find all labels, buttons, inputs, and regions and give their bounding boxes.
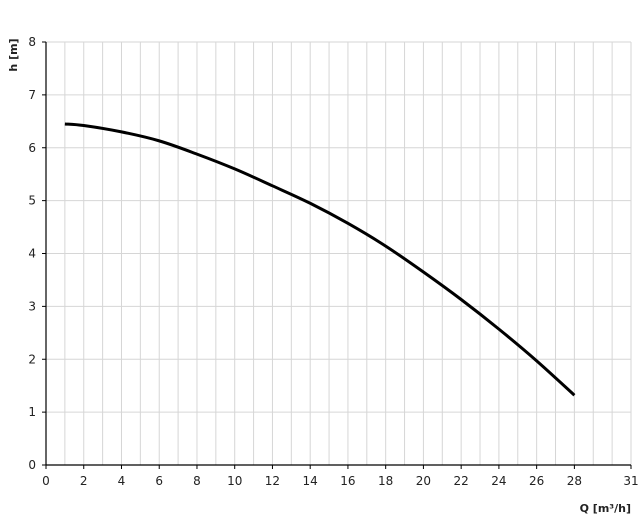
x-tick-label: 31 (623, 474, 638, 488)
x-tick-label: 4 (118, 474, 126, 488)
x-tick-label: 18 (378, 474, 393, 488)
x-tick-label: 26 (529, 474, 544, 488)
y-axis-label: h [m] (7, 38, 20, 71)
x-tick-label: 0 (42, 474, 50, 488)
x-axis-label: Q [m³/h] (580, 502, 631, 515)
x-tick-label: 10 (227, 474, 242, 488)
y-tick-label: 3 (28, 299, 36, 313)
x-tick-label: 12 (265, 474, 280, 488)
y-tick-label: 7 (28, 88, 36, 102)
x-tick-label: 14 (303, 474, 318, 488)
y-tick-label: 8 (28, 35, 36, 49)
y-tick-labels: 0 1 2 3 4 5 6 7 8 (28, 35, 46, 472)
grid (46, 41, 632, 465)
y-tick-label: 0 (28, 458, 36, 472)
x-tick-labels: 0 2 4 6 8 10 12 14 16 18 20 22 24 26 28 31 (42, 465, 639, 488)
y-tick-label: 1 (28, 405, 36, 419)
series-group (64, 122, 576, 397)
x-tick-label: 24 (491, 474, 506, 488)
x-tick-label: 22 (454, 474, 469, 488)
series-line (64, 122, 576, 397)
y-tick-label: 2 (28, 352, 36, 366)
x-tick-label: 8 (193, 474, 201, 488)
y-tick-label: 5 (28, 194, 36, 208)
x-tick-label: 16 (340, 474, 355, 488)
x-tick-label: 6 (155, 474, 163, 488)
x-tick-label: 20 (416, 474, 431, 488)
y-tick-label: 4 (28, 247, 36, 261)
y-tick-label: 6 (28, 141, 36, 155)
x-tick-label: 2 (80, 474, 88, 488)
x-tick-label: 28 (567, 474, 582, 488)
